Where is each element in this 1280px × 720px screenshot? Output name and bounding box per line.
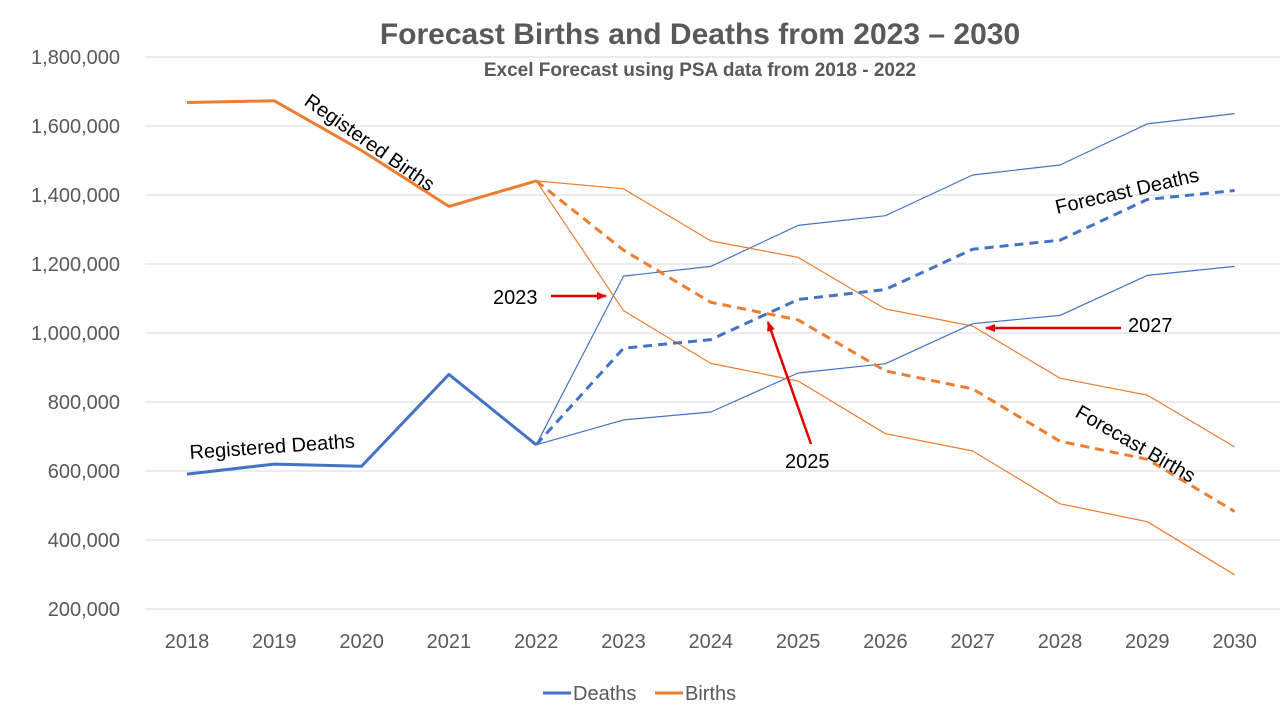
- annotation-2023: 2023: [493, 287, 538, 309]
- legend: Deaths Births: [543, 683, 736, 705]
- y-tick-label: 1,600,000: [31, 116, 120, 138]
- x-tick-label: 2022: [514, 631, 559, 653]
- series-line-deaths-actual: [186, 372, 538, 476]
- series-line-births-upper-bound: [536, 180, 1235, 448]
- series-line-births-lower-bound: [535, 180, 1235, 576]
- legend-deaths-label: Deaths: [573, 683, 636, 705]
- y-tick-label: 800,000: [48, 392, 120, 414]
- x-tick-label: 2024: [689, 631, 734, 653]
- series-line-deaths-lower-bound: [536, 265, 1235, 446]
- series-line-deaths-upper-bound: [535, 113, 1235, 446]
- chart-title: Forecast Births and Deaths from 2023 – 2…: [380, 18, 1020, 51]
- series-line-deaths-forecast: [535, 189, 1235, 446]
- gridlines: [145, 56, 1280, 610]
- annotations: Registered Births Registered Deaths Fore…: [189, 90, 1201, 487]
- series-line-births-actual: [186, 99, 537, 208]
- x-axis-tick-labels: 2018 2019 2020 2021 2022 2023 2024 2025 2026 2027…: [165, 631, 1257, 653]
- x-tick-label: 2030: [1212, 631, 1257, 653]
- annotation-forecast-deaths: Forecast Deaths: [1053, 164, 1201, 218]
- annotation-2025: 2025: [785, 451, 830, 473]
- y-tick-label: 400,000: [48, 530, 120, 552]
- x-tick-label: 2019: [252, 631, 297, 653]
- annotation-registered-deaths: Registered Deaths: [189, 430, 356, 464]
- legend-births-label: Births: [685, 683, 736, 705]
- x-tick-label: 2021: [427, 631, 472, 653]
- annotation-2027: 2027: [1128, 315, 1173, 337]
- y-tick-label: 1,800,000: [31, 47, 120, 69]
- x-tick-label: 2018: [165, 631, 210, 653]
- x-tick-label: 2027: [950, 631, 995, 653]
- y-tick-label: 1,400,000: [31, 185, 120, 207]
- x-tick-label: 2025: [776, 631, 821, 653]
- arrow-2025: [766, 321, 813, 445]
- x-tick-label: 2026: [863, 631, 908, 653]
- y-axis-tick-labels: 200,000 400,000 600,000 800,000 1,000,000 1,2…: [31, 47, 120, 621]
- x-tick-label: 2023: [601, 631, 646, 653]
- annotation-registered-births: Registered Births: [300, 90, 438, 196]
- series-line-births-forecast: [535, 179, 1236, 513]
- x-tick-label: 2029: [1125, 631, 1170, 653]
- x-tick-label: 2028: [1038, 631, 1083, 653]
- y-tick-label: 1,000,000: [31, 323, 120, 345]
- y-tick-label: 600,000: [48, 461, 120, 483]
- x-tick-label: 2020: [339, 631, 384, 653]
- chart-subtitle: Excel Forecast using PSA data from 2018 …: [484, 60, 916, 81]
- series-lines: [186, 99, 1236, 576]
- y-tick-label: 200,000: [48, 599, 120, 621]
- y-tick-label: 1,200,000: [31, 254, 120, 276]
